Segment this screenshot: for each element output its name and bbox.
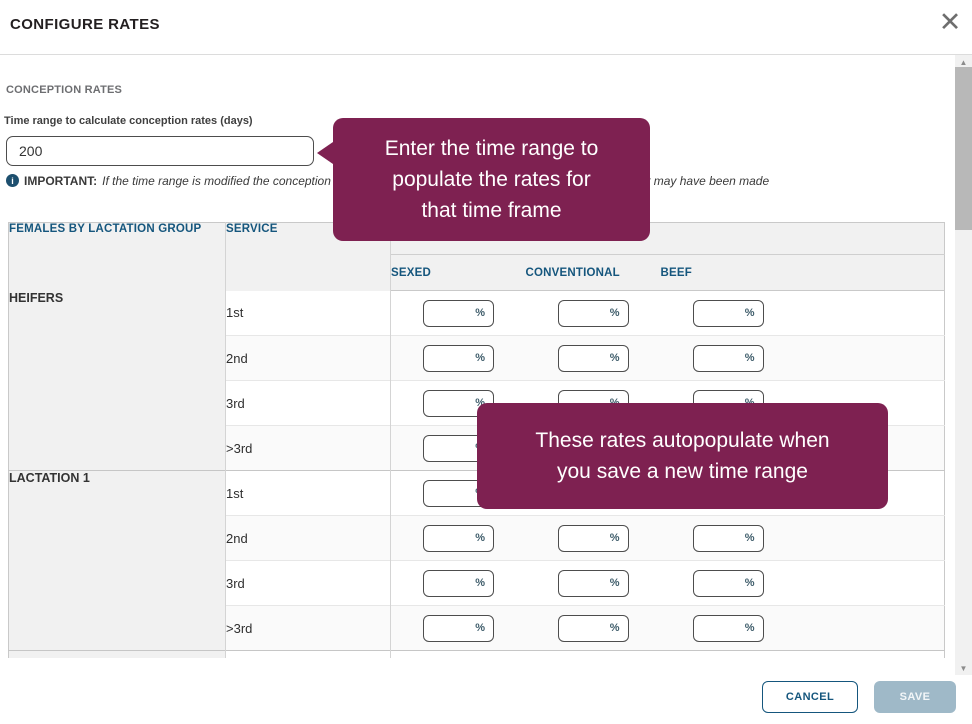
scrollbar-thumb[interactable] [955,67,972,230]
tooltip-line: Enter the time range to [384,137,599,160]
rate-input-field[interactable] [430,486,476,500]
table-row: 3rd % % % [9,560,945,606]
service-cell: 3rd [225,380,391,426]
rate-input-field[interactable] [699,351,745,365]
time-range-label: Time range to calculate conception rates… [4,115,253,127]
rate-input-beef[interactable]: % [692,299,764,327]
service-cell: >3rd [225,605,391,651]
tooltip-line: populate the rates for [392,168,591,191]
lactation-group-cell [8,650,226,658]
filler-cell [795,335,945,381]
rate-input-sexed[interactable]: % [423,524,494,552]
rate-input-sexed[interactable]: % [423,614,494,642]
service-cell: 1st [225,470,391,516]
percent-suffix: % [475,622,485,634]
tooltip-autopopulate: These rates autopopulate when you save a… [477,403,888,509]
rate-input-field[interactable] [430,621,476,635]
percent-suffix: % [475,397,485,409]
table-row: 2nd % % % [9,515,945,561]
tooltip-time-range: Enter the time range to populate the rat… [317,118,650,241]
percent-suffix: % [609,307,620,319]
filler-cell [795,515,945,561]
filler-cell [390,650,945,658]
rate-input-beef[interactable]: % [692,614,764,642]
info-icon: i [6,174,19,187]
percent-suffix: % [475,352,485,364]
column-header-filler [795,254,945,291]
rate-input-field[interactable] [699,576,745,590]
section-label-conception-rates: CONCEPTION RATES [6,84,123,96]
filler-cell [795,560,945,606]
time-range-input[interactable] [6,136,314,166]
scroll-up-icon[interactable]: ▲ [959,58,968,67]
rate-input-conventional[interactable]: % [557,344,629,372]
percent-suffix: % [744,307,755,319]
table-row: 2nd % % % [9,335,945,381]
rate-input-field[interactable] [564,621,610,635]
rate-input-field[interactable] [430,351,476,365]
rate-input-field[interactable] [430,576,476,590]
rate-input-conventional[interactable]: % [557,299,629,327]
rate-input-field[interactable] [699,621,745,635]
table-row: HEIFERS 1st % % % [8,290,945,471]
rate-input-conventional[interactable]: % [557,524,629,552]
service-cell [225,650,391,658]
tooltip-line: These rates autopopulate when [535,429,830,452]
rate-input-field[interactable] [564,306,610,320]
save-button[interactable]: SAVE [874,681,956,713]
rate-input-field[interactable] [564,531,610,545]
service-cell: >3rd [225,425,391,471]
service-cell: 2nd [225,335,391,381]
rate-input-beef[interactable]: % [692,344,764,372]
percent-suffix: % [609,532,620,544]
percent-suffix: % [609,577,620,589]
rate-input-field[interactable] [699,531,745,545]
rate-input-conventional[interactable]: % [557,614,629,642]
table-row-partial [8,650,945,658]
column-header-sexed: SEXED [390,254,526,291]
filler-cell [795,605,945,651]
column-header-lactation-group: FEMALES BY LACTATION GROUP [8,222,226,291]
lactation-group-cell-lactation-1: LACTATION 1 [8,470,226,651]
rate-input-field[interactable] [564,576,610,590]
rate-input-beef[interactable]: % [692,569,764,597]
rate-input-sexed[interactable]: % [423,344,494,372]
rate-input-field[interactable] [430,306,476,320]
percent-suffix: % [475,307,485,319]
percent-suffix: % [475,532,485,544]
percent-suffix: % [744,577,755,589]
rate-input-field[interactable] [564,351,610,365]
service-cell: 3rd [225,560,391,606]
percent-suffix: % [744,532,755,544]
page-title: CONFIGURE RATES [10,16,160,33]
table-row: >3rd % % % [9,605,945,651]
service-cell: 2nd [225,515,391,561]
rate-input-beef[interactable]: % [692,524,764,552]
important-label: IMPORTANT: [24,173,98,188]
column-header-beef: BEEF [660,254,796,291]
percent-suffix: % [609,352,620,364]
vertical-scrollbar[interactable]: ▲ ▼ [955,55,972,675]
close-icon[interactable]: ✕ [938,6,962,37]
rate-input-field[interactable] [430,396,476,410]
percent-suffix: % [744,352,755,364]
scroll-down-icon[interactable]: ▼ [959,664,968,673]
rate-input-sexed[interactable]: % [423,299,494,327]
filler-cell [795,290,945,336]
column-header-conventional: CONVENTIONAL [525,254,661,291]
cancel-button[interactable]: CANCEL [762,681,858,713]
rate-input-conventional[interactable]: % [557,569,629,597]
percent-suffix: % [744,622,755,634]
service-cell: 1st [225,290,391,336]
rate-input-field[interactable] [430,441,476,455]
header-divider [0,54,972,55]
percent-suffix: % [609,622,620,634]
rate-input-sexed[interactable]: % [423,569,494,597]
tooltip-line: you save a new time range [557,460,808,483]
tooltip-line: that time frame [421,199,562,222]
percent-suffix: % [475,577,485,589]
lactation-group-cell-heifers: HEIFERS [8,290,226,471]
rate-input-field[interactable] [430,531,476,545]
rate-input-field[interactable] [699,306,745,320]
